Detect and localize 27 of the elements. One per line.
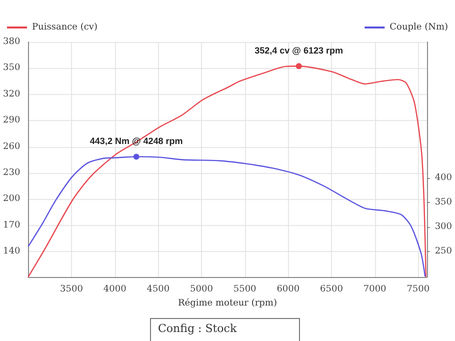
- x-tick-label: 7500: [406, 284, 430, 294]
- x-tick-label: 4500: [146, 284, 170, 294]
- y-tick-label: 290: [2, 116, 20, 126]
- y-tick-label: 170: [2, 220, 20, 230]
- x-tick-label: 6500: [320, 284, 344, 294]
- y-tick-label: 140: [2, 246, 20, 257]
- legend-label: Puissance (cv): [32, 22, 98, 32]
- x-axis-title: Régime moteur (rpm): [178, 297, 277, 308]
- y-tick-label: 230: [2, 168, 20, 178]
- text: Config : Stock: [150, 318, 300, 341]
- y-tick-label: 380: [2, 37, 20, 47]
- y-tick-label: 260: [2, 142, 20, 152]
- x-tick-label: 4000: [103, 284, 127, 294]
- y2-tick-label: 250: [434, 246, 452, 256]
- x-tick-label: 3500: [60, 284, 84, 294]
- x-tick-label: 6000: [276, 284, 300, 294]
- y2-tick-label: 300: [434, 222, 452, 232]
- x-tick-label: 5000: [190, 284, 214, 294]
- x-tick-label: 7000: [363, 284, 387, 294]
- y-tick-label: 320: [2, 89, 20, 100]
- y2-tick-label: 400: [434, 172, 452, 183]
- y2-tick-label: 350: [434, 197, 452, 208]
- y-tick-label: 200: [2, 194, 20, 204]
- x-tick-label: 5500: [233, 284, 257, 294]
- y-tick-label: 350: [2, 63, 20, 74]
- legend-label: Couple (Nm): [390, 22, 448, 32]
- annotation: 352,4 cv @ 6123 rpm: [254, 46, 343, 56]
